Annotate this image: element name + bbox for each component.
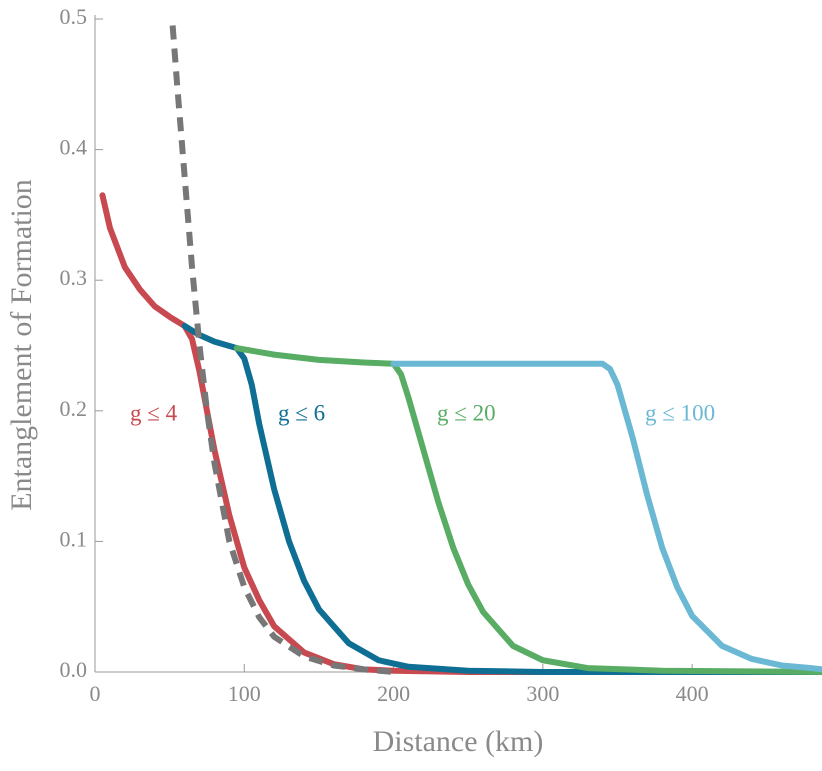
series-label: g ≤ 20 [437,400,496,425]
y-axis-title: Entanglement of Formation [5,179,38,511]
x-tick-label: 0 [90,681,101,706]
series-label: g ≤ 100 [645,400,715,425]
series-line [181,322,822,675]
y-tick-label: 0.3 [60,265,88,290]
x-tick-label: 300 [526,681,559,706]
series-line [233,345,822,675]
y-tick-label: 0.2 [60,396,88,421]
series-line [169,25,394,675]
series-label: g ≤ 4 [130,400,178,425]
x-tick-label: 400 [676,681,709,706]
y-tick-label: 0.1 [60,526,88,551]
y-tick-label: 0.5 [60,4,88,29]
series-line [390,360,822,673]
y-tick-label: 0.4 [60,135,88,160]
series-line [99,192,822,675]
x-tick-label: 100 [228,681,261,706]
x-axis-title: Distance (km) [373,725,544,758]
series-label: g ≤ 6 [278,400,325,425]
x-tick-label: 200 [377,681,410,706]
y-tick-label: 0.0 [60,657,88,682]
